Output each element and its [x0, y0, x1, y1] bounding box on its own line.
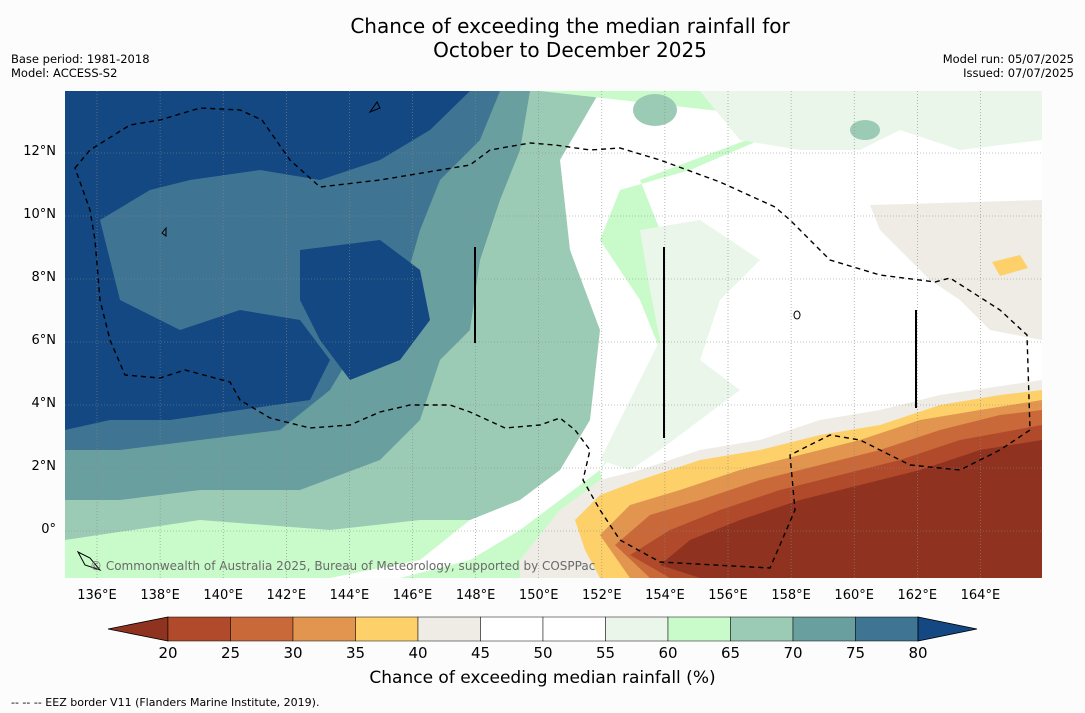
- colorbar-tick-label: 25: [220, 644, 241, 662]
- colorbar-segment: [855, 616, 919, 642]
- x-tick-label: 144°E: [329, 588, 370, 603]
- title-line-1: Chance of exceeding the median rainfall …: [350, 14, 790, 38]
- colorbar-segment: [292, 616, 356, 642]
- meta-left: Base period: 1981-2018 Model: ACCESS-S2: [11, 52, 150, 80]
- colorbar-tick-label: 50: [533, 644, 553, 662]
- gridlines: [65, 91, 1042, 578]
- colorbar-segment: [542, 616, 606, 642]
- x-tick-label: 146°E: [392, 588, 433, 603]
- colorbar-tick-label: 60: [658, 644, 678, 662]
- colorbar-segment: [480, 616, 544, 642]
- x-tick-label: 142°E: [266, 588, 307, 603]
- colorbar-tick-label: 80: [908, 644, 928, 662]
- colorbar-tick-label: 30: [283, 644, 303, 662]
- model-name: Model: ACCESS-S2: [11, 66, 118, 80]
- chart-title: Chance of exceeding the median rainfall …: [0, 14, 1085, 62]
- colorbar: [107, 616, 978, 642]
- colorbar-segment: [230, 616, 294, 642]
- colorbar-arrow-high: [917, 616, 978, 642]
- x-tick-label: 156°E: [708, 588, 748, 603]
- y-tick-label: 0°: [41, 522, 56, 537]
- x-tick-label: 148°E: [455, 588, 496, 603]
- colorbar-tick-label: 55: [595, 644, 616, 662]
- boundary-markers: [474, 247, 917, 438]
- x-tick-label: 140°E: [203, 588, 243, 603]
- colorbar-label: Chance of exceeding median rainfall (%): [369, 668, 716, 688]
- x-tick-label: 164°E: [960, 588, 1001, 603]
- y-tick-label: 4°N: [31, 396, 57, 411]
- y-tick-label: 2°N: [31, 459, 57, 474]
- colorbar-tick-label: 35: [345, 644, 366, 662]
- colorbar-tick-label: 20: [158, 644, 178, 662]
- x-tick-label: 158°E: [771, 588, 811, 603]
- colorbar-segment: [355, 616, 419, 642]
- y-tick-label: 10°N: [23, 207, 56, 222]
- colorbar-tick-label: 65: [720, 644, 741, 662]
- x-tick-label: 150°E: [518, 588, 559, 603]
- colorbar-segment: [730, 616, 794, 642]
- colorbar-segment: [605, 616, 669, 642]
- meta-right: Model run: 05/07/2025 Issued: 07/07/2025: [943, 52, 1074, 80]
- colorbar-segment: [167, 616, 231, 642]
- colorbar-tick-label: 40: [408, 644, 428, 662]
- copyright-text: © Commonwealth of Australia 2025, Bureau…: [90, 559, 596, 573]
- colorbar-segment: [792, 616, 856, 642]
- issued-date: Issued: 07/07/2025: [963, 66, 1074, 80]
- x-tick-label: 152°E: [582, 588, 622, 603]
- colorbar-segment: [667, 616, 731, 642]
- x-tick-label: 154°E: [645, 588, 685, 603]
- colorbar-tick-label: 70: [783, 644, 803, 662]
- y-tick-label: 12°N: [23, 144, 56, 159]
- footnote: -- -- -- EEZ border V11 (Flanders Marine…: [11, 696, 320, 709]
- islands: [76, 101, 801, 572]
- colorbar-tick-label: 45: [470, 644, 491, 662]
- model-run: Model run: 05/07/2025: [942, 52, 1074, 66]
- colorbar-arrow-low: [107, 616, 169, 642]
- base-period: Base period: 1981-2018: [11, 52, 150, 66]
- y-tick-label: 6°N: [31, 333, 57, 348]
- x-tick-label: 136°E: [77, 588, 117, 603]
- y-tick-label: 8°N: [31, 270, 57, 285]
- rainfall-field: [65, 91, 1042, 578]
- x-tick-label: 138°E: [140, 588, 180, 603]
- eez-border: [74, 107, 1031, 569]
- x-tick-label: 162°E: [897, 588, 938, 603]
- colorbar-segment: [417, 616, 481, 642]
- title-line-2: October to December 2025: [433, 38, 707, 62]
- x-tick-label: 160°E: [834, 588, 874, 603]
- colorbar-tick-label: 75: [845, 644, 866, 662]
